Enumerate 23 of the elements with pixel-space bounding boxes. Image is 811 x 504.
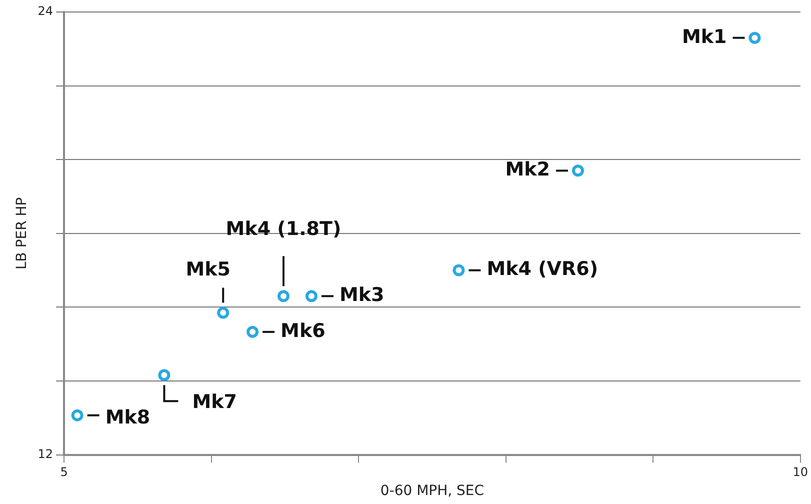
y-tick-label: 12 bbox=[38, 446, 54, 461]
annotation: Mk5 bbox=[186, 258, 230, 281]
point bbox=[572, 164, 584, 177]
point bbox=[217, 306, 230, 319]
y-tick-label: 24 bbox=[38, 4, 54, 18]
point bbox=[305, 290, 318, 302]
point bbox=[71, 409, 84, 422]
annotation: Mk8 bbox=[105, 406, 150, 428]
annotation: Mk2 bbox=[505, 158, 550, 181]
point bbox=[277, 290, 290, 302]
annotation: Mk4 (VR6) bbox=[486, 258, 598, 280]
annotation: Mk1 bbox=[682, 26, 727, 48]
point bbox=[452, 264, 465, 276]
x-tick-label: 10 bbox=[792, 465, 808, 480]
x-axis-title: 0-60 MPH, SEC bbox=[380, 483, 484, 500]
annotation: Mk7 bbox=[192, 391, 237, 414]
point bbox=[246, 326, 259, 338]
x-tick-label: 5 bbox=[60, 465, 68, 480]
point bbox=[748, 32, 761, 44]
point bbox=[158, 369, 170, 382]
y-axis-title: LB PER HP bbox=[14, 197, 30, 270]
annotation: Mk6 bbox=[280, 320, 326, 342]
annotation: Mk3 bbox=[339, 284, 384, 306]
